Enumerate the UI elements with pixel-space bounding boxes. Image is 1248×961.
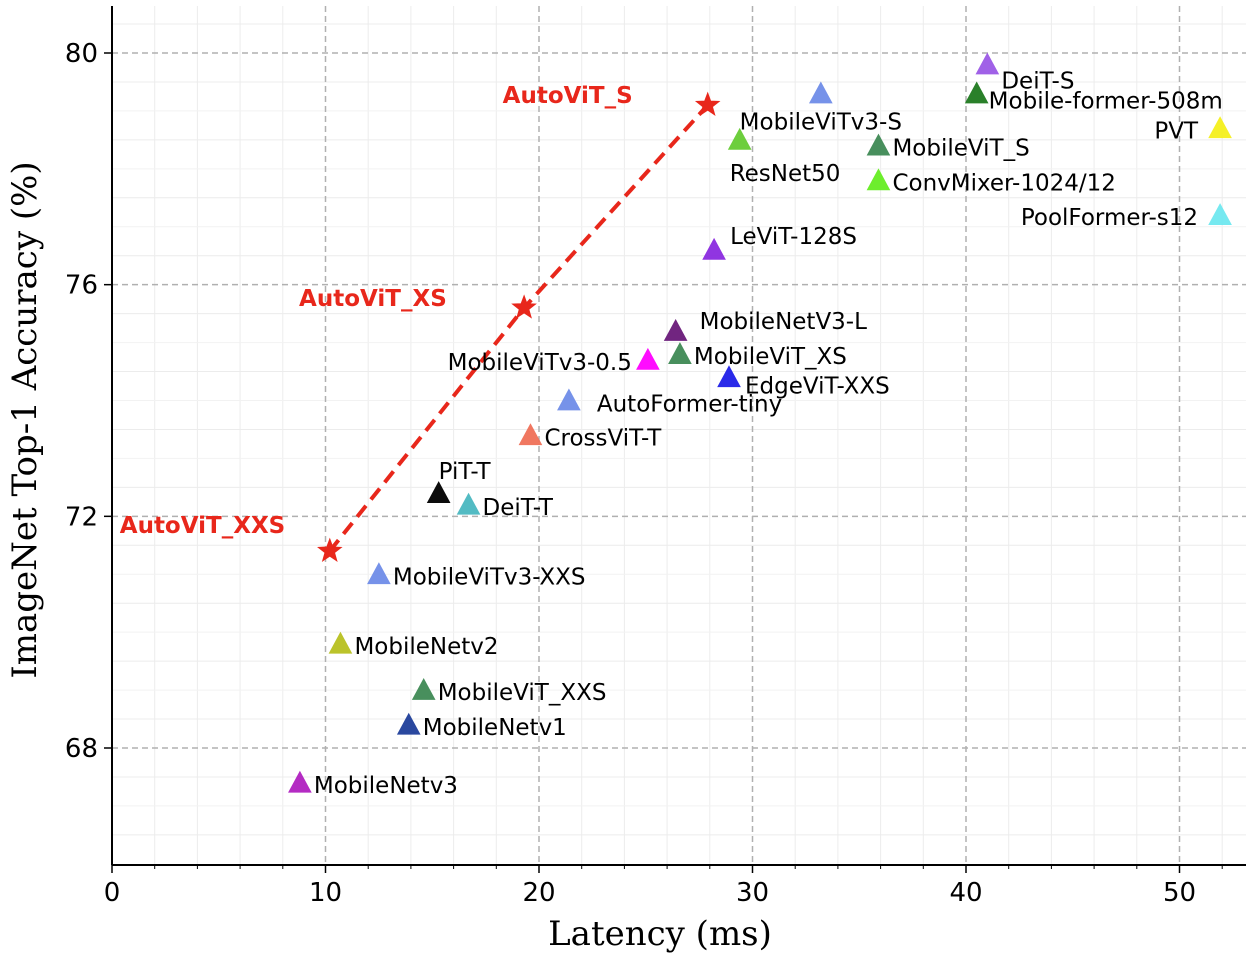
minor-grid bbox=[112, 6, 1246, 865]
tick-labels: 0 10 20 30 40 50 68 72 76 80 bbox=[65, 39, 1223, 908]
point-label: MobileViT_XXS bbox=[438, 680, 607, 706]
point-label: MobileNetv3 bbox=[314, 773, 458, 799]
point-markers bbox=[288, 52, 1232, 793]
point-label: MobileViT_S bbox=[892, 136, 1029, 162]
y-tick-label: 80 bbox=[65, 39, 98, 69]
point-label: ConvMixer-1024/12 bbox=[892, 170, 1115, 196]
x-tick-label: 30 bbox=[736, 878, 769, 908]
autovit-line bbox=[328, 103, 710, 553]
autovit-star-marker bbox=[511, 294, 537, 319]
axes bbox=[111, 6, 1246, 866]
x-tick-label: 0 bbox=[104, 878, 121, 908]
y-tick-label: 68 bbox=[65, 734, 98, 764]
point-label: PVT bbox=[1154, 118, 1199, 144]
triangle-marker bbox=[1208, 116, 1232, 139]
x-tick-label: 40 bbox=[949, 878, 982, 908]
x-axis-title: Latency (ms) bbox=[548, 914, 772, 954]
triangle-marker bbox=[808, 81, 833, 104]
triangle-marker bbox=[866, 133, 891, 156]
point-label: ResNet50 bbox=[730, 161, 841, 187]
autovit-series: AutoViT_XXS AutoViT_XS AutoViT_S bbox=[120, 83, 721, 562]
autovit-label: AutoViT_S bbox=[503, 83, 633, 109]
triangle-marker bbox=[663, 318, 688, 341]
point-label: MobileNetV3-L bbox=[700, 309, 867, 335]
triangle-marker bbox=[866, 168, 891, 191]
point-label: MobileViTv3-XXS bbox=[393, 564, 586, 590]
triangle-marker bbox=[668, 342, 692, 365]
point-label: MobileViTv3-0.5 bbox=[448, 350, 632, 376]
autovit-star-marker bbox=[694, 91, 721, 116]
autovit-label: AutoViT_XS bbox=[299, 286, 447, 312]
triangle-marker bbox=[1208, 203, 1232, 226]
point-label: MobileViT_XS bbox=[694, 344, 847, 370]
point-label: EdgeViT-XXS bbox=[745, 373, 890, 399]
triangle-marker bbox=[396, 712, 421, 735]
point-label: DeiT-T bbox=[483, 495, 554, 521]
triangle-marker bbox=[727, 127, 752, 150]
y-tick-label: 72 bbox=[65, 502, 98, 532]
point-label: DeiT-S bbox=[1001, 69, 1074, 95]
x-tick-label: 20 bbox=[522, 878, 555, 908]
point-label: CrossViT-T bbox=[544, 425, 662, 451]
x-tick-label: 10 bbox=[309, 878, 342, 908]
point-label: AutoFormer-tiny bbox=[597, 392, 782, 418]
triangle-marker bbox=[456, 492, 481, 515]
triangle-marker bbox=[518, 423, 543, 446]
point-label: PoolFormer-s12 bbox=[1021, 205, 1198, 231]
point-label: LeViT-128S bbox=[730, 224, 857, 250]
triangle-marker bbox=[964, 81, 989, 104]
triangle-marker bbox=[411, 678, 436, 700]
triangle-marker bbox=[367, 562, 391, 585]
point-label: MobileNetv1 bbox=[423, 715, 567, 741]
point-label: MobileViTv3-S bbox=[740, 110, 902, 136]
triangle-marker bbox=[426, 481, 451, 504]
point-label: MobileNetv2 bbox=[354, 634, 498, 660]
y-tick-label: 76 bbox=[65, 271, 98, 301]
major-grid bbox=[112, 6, 1246, 865]
point-label: PiT-T bbox=[439, 459, 492, 485]
triangle-marker bbox=[557, 388, 581, 411]
y-axis-title: ImageNet Top-1 Accuracy (%) bbox=[5, 161, 45, 678]
triangle-marker bbox=[288, 770, 312, 793]
triangle-marker bbox=[702, 237, 726, 260]
triangle-marker bbox=[975, 52, 1000, 75]
x-tick-label: 50 bbox=[1163, 878, 1196, 908]
point-label: Mobile-former-508m bbox=[989, 89, 1223, 115]
triangle-marker bbox=[328, 631, 353, 654]
autovit-star-marker bbox=[317, 537, 343, 562]
autovit-label: AutoViT_XXS bbox=[120, 513, 285, 539]
triangle-marker bbox=[717, 365, 741, 388]
triangle-marker bbox=[636, 347, 660, 370]
